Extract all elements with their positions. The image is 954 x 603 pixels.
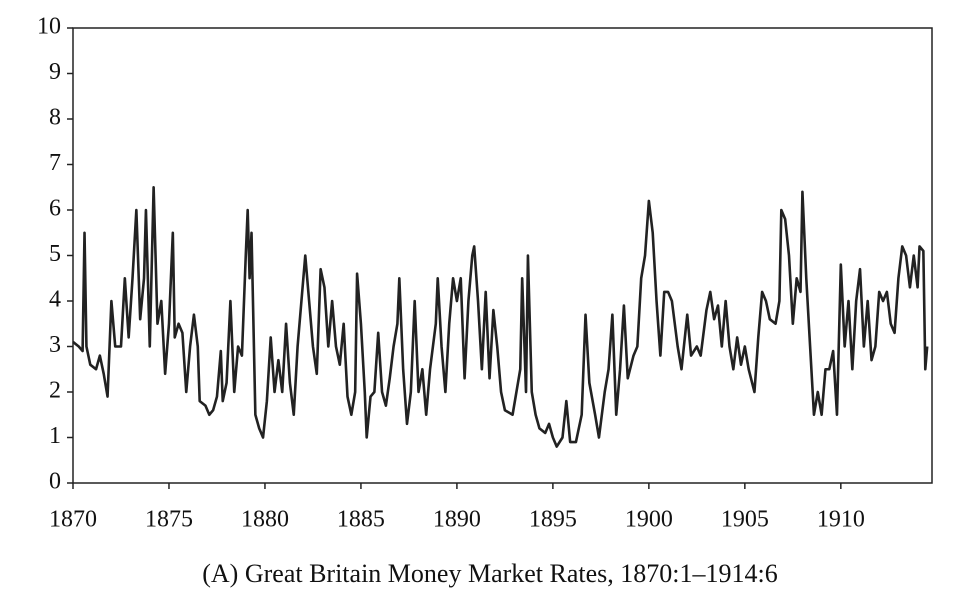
x-tick-label: 1895 (529, 507, 577, 533)
chart-title: (A) Great Britain Money Market Rates, 18… (202, 559, 778, 588)
y-tick-label: 1 (49, 423, 61, 449)
y-tick-label: 8 (49, 105, 61, 131)
x-tick-label: 1905 (721, 507, 769, 533)
x-tick-label: 1885 (337, 507, 385, 533)
x-tick-label: 1910 (817, 507, 865, 533)
y-tick-label: 3 (49, 332, 61, 358)
rate-line (72, 185, 929, 448)
plot-frame (72, 27, 933, 484)
y-tick-label: 6 (49, 196, 61, 222)
x-tick-label: 1875 (145, 507, 193, 533)
y-tick-label: 5 (49, 241, 61, 267)
y-tick-label: 9 (49, 59, 61, 85)
x-tick-label: 1880 (241, 507, 289, 533)
x-tick-label: 1900 (625, 507, 673, 533)
y-tick-label: 2 (49, 378, 61, 404)
y-tick-label: 4 (49, 287, 61, 313)
y-tick-label: 7 (49, 150, 61, 176)
x-tick-label: 1890 (433, 507, 481, 533)
y-tick-label: 10 (37, 14, 61, 40)
y-tick-label: 0 (49, 469, 61, 495)
x-tick-label: 1870 (49, 507, 97, 533)
